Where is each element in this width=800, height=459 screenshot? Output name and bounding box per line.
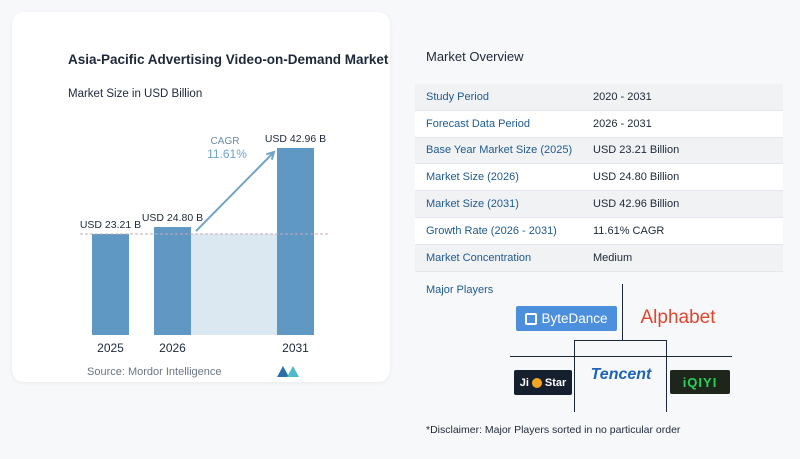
overview-title: Market Overview <box>426 49 524 64</box>
overview-value: 2020 - 2031 <box>593 90 652 103</box>
bytedance-label: ByteDance <box>541 311 608 326</box>
cagr-arrow-head <box>266 150 276 160</box>
data-label-2026: USD 24.80 B <box>142 212 203 224</box>
mordor-logo-icon <box>277 366 299 377</box>
grid-divider <box>622 284 623 340</box>
overview-row: Base Year Market Size (2025) USD 23.21 B… <box>415 137 783 165</box>
overview-row: Market Size (2026) USD 24.80 Billion <box>415 164 783 192</box>
overview-label: Base Year Market Size (2025) <box>426 144 573 157</box>
bar-2025 <box>92 233 129 335</box>
cagr-value: 11.61% <box>207 147 247 161</box>
jiostar-dot-icon <box>531 377 542 388</box>
overview-label: Growth Rate (2026 - 2031) <box>426 224 557 237</box>
overview-table: Study Period 2020 - 2031 Forecast Data P… <box>415 84 783 272</box>
chart-title-text: Asia-Pacific Advertising Video-on-Demand… <box>68 52 389 67</box>
data-label-2031: USD 42.96 B <box>265 133 326 145</box>
overview-value: Medium <box>593 251 633 264</box>
overview-value: 11.61% CAGR <box>593 224 665 237</box>
grid-divider <box>574 340 575 412</box>
grid-divider <box>574 340 666 341</box>
overview-row: Market Size (2031) USD 42.96 Billion <box>415 191 783 218</box>
overview-value: USD 42.96 Billion <box>593 198 680 211</box>
overview-row: Market Concentration Medium <box>415 244 783 272</box>
bar-2026 <box>154 227 191 335</box>
x-tick-2031: 2031 <box>282 341 309 355</box>
disclaimer: *Disclaimer: Major Players sorted in no … <box>426 424 681 436</box>
tencent-logo: Tencent <box>590 366 652 383</box>
overview-label: Market Size (2031) <box>426 198 519 211</box>
bar-2031 <box>277 148 314 335</box>
overview-label: Forecast Data Period <box>426 117 530 130</box>
overview-label: Market Size (2026) <box>426 171 519 184</box>
chart-subtitle: Market Size in USD Billion <box>68 88 203 100</box>
overview-row: Study Period 2020 - 2031 <box>415 84 783 111</box>
jiostar-label-left: Ji <box>519 376 529 389</box>
overview-value: 2026 - 2031 <box>593 117 652 130</box>
overview-value: USD 23.21 Billion <box>593 144 680 157</box>
major-players-grid: ByteDance Alphabet Tencent Ji Star iQIYI <box>510 284 732 412</box>
bytedance-icon <box>525 312 538 325</box>
overview-row: Forecast Data Period 2026 - 2031 <box>415 110 783 138</box>
grid-divider <box>666 340 667 412</box>
chart-title: Asia-Pacific Advertising Video-on-Demand… <box>68 51 388 68</box>
iqiyi-logo: iQIYI <box>670 370 730 394</box>
cagr-label: CAGR <box>211 136 240 147</box>
x-tick-2026: 2026 <box>159 341 186 355</box>
overview-label: Market Concentration <box>426 251 532 264</box>
overview-label: Study Period <box>426 90 489 103</box>
jiostar-label-right: Star <box>544 376 567 389</box>
overview-row: Growth Rate (2026 - 2031) 11.61% CAGR <box>415 217 783 245</box>
jiostar-logo: Ji Star <box>514 370 572 395</box>
overview-value: USD 24.80 Billion <box>593 171 680 184</box>
shaded-region <box>191 233 277 335</box>
data-label-2025: USD 23.21 B <box>80 219 141 231</box>
cagr-arrow <box>195 151 275 232</box>
bytedance-logo: ByteDance <box>516 306 617 331</box>
alphabet-logo: Alphabet <box>640 307 716 328</box>
grid-divider <box>510 356 732 357</box>
x-tick-2025: 2025 <box>97 341 124 355</box>
source-text: Source: Mordor Intelligence <box>87 366 222 378</box>
major-players-title: Major Players <box>426 284 494 296</box>
